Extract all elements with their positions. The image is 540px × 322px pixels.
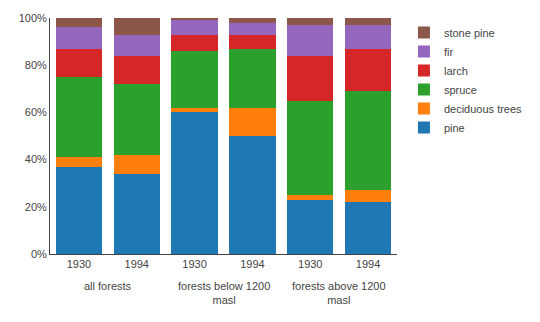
svg-text:20%: 20% [25, 201, 47, 213]
svg-text:deciduous trees: deciduous trees [444, 103, 522, 115]
svg-text:100%: 100% [19, 12, 47, 24]
svg-text:1930: 1930 [182, 258, 206, 270]
svg-text:0%: 0% [31, 248, 47, 260]
svg-text:80%: 80% [25, 59, 47, 71]
svg-text:forests below 1200masl: forests below 1200masl [178, 280, 270, 306]
svg-text:spruce: spruce [444, 84, 477, 96]
svg-text:1930: 1930 [298, 258, 322, 270]
svg-text:1994: 1994 [240, 258, 264, 270]
svg-text:all forests: all forests [84, 280, 132, 292]
svg-text:stone pine: stone pine [444, 27, 495, 39]
svg-text:1994: 1994 [125, 258, 149, 270]
svg-text:forests above 1200masl: forests above 1200masl [292, 280, 386, 306]
svg-text:fir: fir [444, 46, 454, 58]
svg-text:pine: pine [444, 122, 465, 134]
svg-text:1994: 1994 [356, 258, 380, 270]
svg-text:larch: larch [444, 65, 468, 77]
svg-text:1930: 1930 [67, 258, 91, 270]
svg-text:60%: 60% [25, 106, 47, 118]
svg-text:40%: 40% [25, 153, 47, 165]
